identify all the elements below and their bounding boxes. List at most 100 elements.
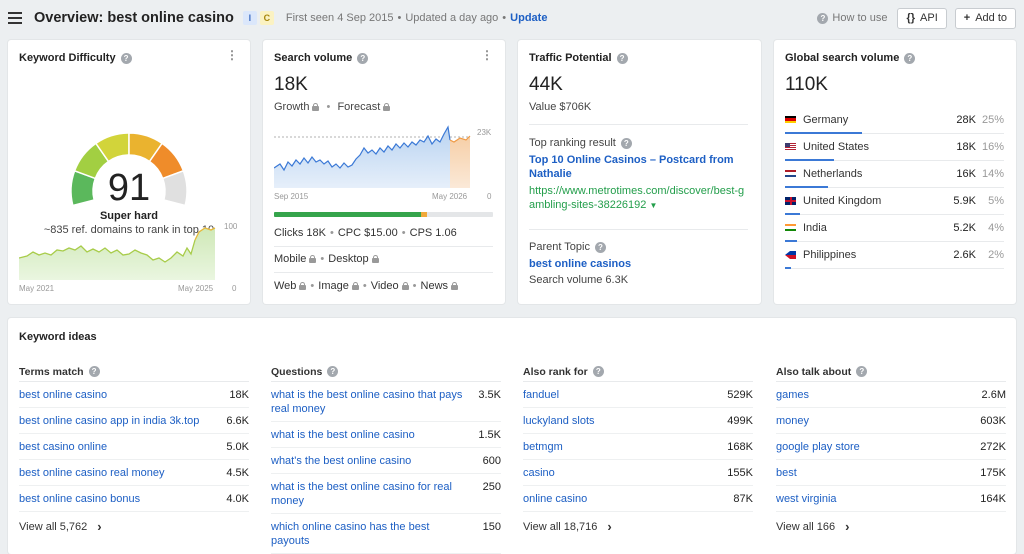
keyword-link[interactable]: what is the best online casino for real … xyxy=(271,481,452,507)
keyword-row: what's the best online casino 600 xyxy=(271,448,501,474)
tp-title-text: Traffic Potential xyxy=(529,52,612,64)
column-help-icon[interactable]: ? xyxy=(88,366,100,377)
keyword-link[interactable]: online casino xyxy=(523,493,588,505)
country-row[interactable]: Germany 28K 25% xyxy=(785,106,1004,134)
flag-icon xyxy=(785,196,796,205)
divider xyxy=(785,214,1004,215)
how-to-use-link[interactable]: ? How to use xyxy=(817,12,887,24)
country-row[interactable]: India 5.2K 4% xyxy=(785,214,1004,242)
top-bar: Overview: best online casino I C First s… xyxy=(0,0,1024,36)
api-button[interactable]: {} API xyxy=(897,7,947,29)
update-link[interactable]: Update xyxy=(510,12,548,24)
keyword-ideas-column: Also talk about? games 2.6M money 603K google… xyxy=(776,362,1006,533)
view-all-label: View all 5,762 xyxy=(19,521,88,533)
column-help-icon[interactable]: ? xyxy=(592,366,604,377)
keyword-link[interactable]: money xyxy=(776,415,810,427)
keyword-link[interactable]: what is the best online casino that pays… xyxy=(271,389,463,415)
country-volume: 28K xyxy=(956,113,976,126)
parent-topic-help-icon[interactable]: ? xyxy=(594,241,606,253)
tp-help-icon[interactable]: ? xyxy=(616,52,628,64)
country-row[interactable]: United States 18K 16% xyxy=(785,133,1004,161)
keyword-link[interactable]: fanduel xyxy=(523,389,560,401)
keyword-volume: 272K xyxy=(980,441,1006,453)
keyword-volume: 5.0K xyxy=(226,441,249,453)
paid-clicks-segment xyxy=(420,212,428,217)
view-all-link[interactable]: View all 18,716 › xyxy=(523,520,753,533)
keyword-difficulty-card: Keyword Difficulty ? ⋮ 91 Super hard ~83… xyxy=(8,40,250,304)
keyword-link[interactable]: best online casino real money xyxy=(19,467,165,479)
keyword-link[interactable]: best online casino xyxy=(19,389,108,401)
column-help-icon[interactable]: ? xyxy=(856,366,868,377)
country-share: 4% xyxy=(988,221,1004,234)
top-ranking-help-icon[interactable]: ? xyxy=(620,137,632,149)
kd-value: 91 xyxy=(107,167,151,209)
parent-topic-label-text: Parent Topic xyxy=(529,241,590,253)
divider xyxy=(529,229,748,230)
parent-topic-volume: Search volume 6.3K xyxy=(529,274,629,286)
hamburger-menu-icon[interactable] xyxy=(8,12,22,24)
lock-icon xyxy=(351,282,359,290)
keyword-volume: 87K xyxy=(733,493,753,505)
gsv-value: 110K xyxy=(785,74,828,95)
keyword-link[interactable]: best online casino bonus xyxy=(19,493,141,505)
sv-help-icon[interactable]: ? xyxy=(357,52,369,64)
divider xyxy=(274,246,493,247)
sv-chart-max: 23K xyxy=(477,128,492,137)
kd-help-icon[interactable]: ? xyxy=(120,52,132,64)
keyword-ideas-title: Keyword ideas xyxy=(19,331,97,343)
keyword-volume: 6.6K xyxy=(226,415,249,427)
kd-more-icon[interactable]: ⋮ xyxy=(226,48,238,62)
tp-value-label: Value $706K xyxy=(529,101,592,113)
view-all-link[interactable]: View all 166 › xyxy=(776,520,1006,533)
keyword-link[interactable]: best casino online xyxy=(19,441,108,453)
gsv-help-icon[interactable]: ? xyxy=(904,52,916,64)
intent-commercial-badge: C xyxy=(259,11,274,25)
country-row[interactable]: Philippines 2.6K 2% xyxy=(785,241,1004,269)
divider xyxy=(785,268,1004,269)
organic-clicks-segment xyxy=(274,212,421,217)
keyword-row: best online casino real money 4.5K xyxy=(19,460,249,486)
column-heading: Also rank for? xyxy=(523,362,753,382)
column-help-icon[interactable]: ? xyxy=(327,366,339,377)
search-type-split: Web • Image • Video • News xyxy=(274,280,493,292)
updated-text: Updated a day ago xyxy=(405,12,499,24)
keyword-link[interactable]: google play store xyxy=(776,441,860,453)
forecast-label: Forecast xyxy=(337,101,381,113)
view-all-link[interactable]: View all 5,762 › xyxy=(19,520,249,533)
keyword-link[interactable]: what is the best online casino xyxy=(271,429,415,441)
country-share-bar xyxy=(785,240,797,242)
keyword-link[interactable]: casino xyxy=(523,467,555,479)
keyword-link[interactable]: best online casino app in india 3k.top xyxy=(19,415,200,427)
keyword-row: best casino online 5.0K xyxy=(19,434,249,460)
traffic-potential-card: Traffic Potential ? 44K Value $706K Top … xyxy=(518,40,761,304)
keyword-link[interactable]: west virginia xyxy=(776,493,837,505)
add-to-button[interactable]: + Add to xyxy=(954,7,1016,29)
kd-title-text: Keyword Difficulty xyxy=(19,52,116,64)
keyword-link[interactable]: betmgm xyxy=(523,441,563,453)
gauge-segment xyxy=(161,169,188,207)
top-ranking-url-row[interactable]: https://www.metrotimes.com/discover/best… xyxy=(529,184,749,212)
keyword-link[interactable]: best xyxy=(776,467,797,479)
keyword-link[interactable]: what's the best online casino xyxy=(271,455,412,467)
keyword-link[interactable]: luckyland slots xyxy=(523,415,595,427)
keyword-link[interactable]: games xyxy=(776,389,810,401)
api-label: API xyxy=(920,12,938,24)
caret-down-icon[interactable]: ▼ xyxy=(649,201,658,210)
country-row[interactable]: Netherlands 16K 14% xyxy=(785,160,1004,188)
sv-more-icon[interactable]: ⋮ xyxy=(481,48,493,62)
top-ranking-url[interactable]: https://www.metrotimes.com/discover/best… xyxy=(529,185,745,211)
keyword-row: what is the best online casino that pays… xyxy=(271,382,501,422)
country-name: United Kingdom xyxy=(803,194,882,207)
top-ranking-title-link[interactable]: Top 10 Online Casinos – Postcard from Na… xyxy=(529,154,734,180)
country-row[interactable]: United Kingdom 5.9K 5% xyxy=(785,187,1004,215)
parent-topic-link[interactable]: best online casinos xyxy=(529,258,632,270)
country-share-bar xyxy=(785,213,800,215)
column-heading-text: Questions xyxy=(271,365,323,378)
lock-icon xyxy=(309,255,317,263)
keyword-link[interactable]: which online casino has the best payouts xyxy=(271,521,430,547)
country-share: 14% xyxy=(981,167,1004,180)
country-share: 25% xyxy=(981,113,1004,126)
sv-title-text: Search volume xyxy=(274,52,353,64)
gsv-title-text: Global search volume xyxy=(785,52,900,64)
keyword-row: best online casino 18K xyxy=(19,382,249,408)
